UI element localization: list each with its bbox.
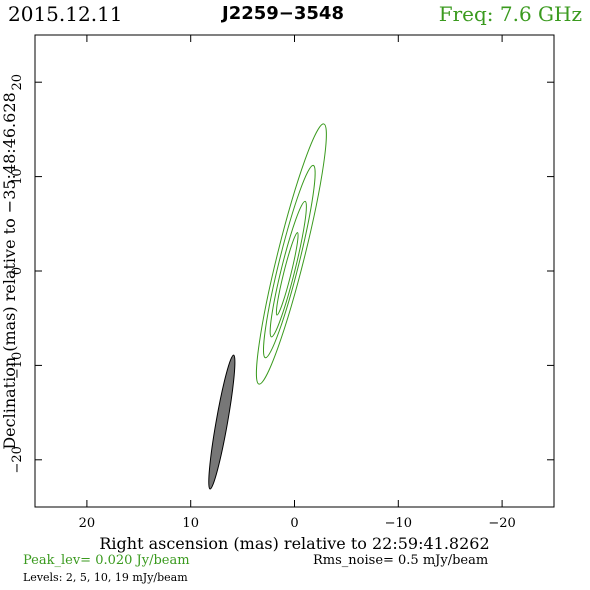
- contour-level-5: [262, 164, 316, 359]
- x-tick-label: 10: [182, 516, 199, 531]
- y-tick-label: 20: [10, 74, 25, 91]
- source-name: J2259−3548: [222, 3, 344, 24]
- y-axis-label: Declination (mas) relative to −35:48:46.…: [0, 92, 19, 449]
- ticks-layer: [35, 35, 554, 507]
- contour-level-19: [275, 232, 299, 316]
- x-axis-label: Right ascension (mas) relative to 22:59:…: [99, 534, 489, 553]
- observation-date: 2015.12.11: [8, 2, 123, 26]
- beam-ellipse: [208, 354, 236, 490]
- contour-levels: Levels: 2, 5, 10, 19 mJy/beam: [23, 571, 188, 584]
- y-tick-label: 0: [10, 267, 25, 275]
- x-tick-label: 0: [290, 516, 298, 531]
- y-tick-label: −20: [10, 446, 25, 473]
- contours-layer: [255, 123, 327, 385]
- frequency-label: Freq: 7.6 GHz: [438, 2, 582, 26]
- y-tick-label: 10: [10, 168, 25, 185]
- x-tick-label: −20: [488, 516, 515, 531]
- rms-noise: Rms_noise= 0.5 mJy/beam: [313, 553, 489, 568]
- x-tick-label: 20: [79, 516, 96, 531]
- x-tick-label: −10: [385, 516, 412, 531]
- tick-labels-layer: 20 10 0 −10 −20 20 10 0 −10 −20: [10, 74, 516, 531]
- beam-layer: [208, 354, 236, 490]
- contour-level-10: [269, 200, 307, 338]
- peak-level: Peak_lev= 0.020 Jy/beam: [23, 553, 190, 568]
- contour-level-2: [255, 123, 327, 385]
- y-tick-label: −10: [10, 352, 25, 379]
